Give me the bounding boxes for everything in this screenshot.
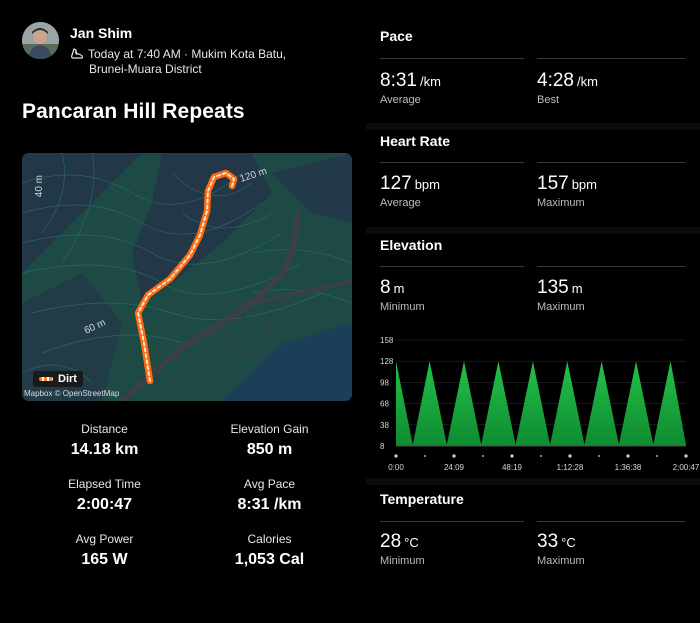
x-tick-label: 48:19 [502,463,523,472]
elevation-area [396,361,686,446]
map-legend-label: Dirt [58,373,77,385]
map-legend: Dirt [33,371,83,387]
pace-average: 8:31/km Average [380,70,441,106]
stat-calories: Calories 1,053 Cal [187,532,352,569]
pace-best: 4:28/km Best [537,70,598,106]
x-minor-dot [423,454,427,458]
activity-title: Pancaran Hill Repeats [22,100,245,123]
stat-label: Calories [247,532,292,546]
temperature-panel: Temperature 28 °C Minimum 33 °C Maximum [366,485,700,573]
y-tick-label: 38 [380,421,389,430]
stat-value: 165 W [81,551,128,568]
stat-label: Avg Pace [243,477,296,491]
x-minor-dot [597,454,601,458]
activity-region: Brunei-Muara District [89,62,202,76]
y-tick-label: 8 [380,442,385,451]
activity-summary: Jan Shim Today at 7:40 AM · Mukim Kota B… [22,22,352,569]
x-minor-dot [539,454,543,458]
shoe-icon [70,46,84,60]
stat-avg-power: Avg Power 165 W [22,532,187,569]
stat-elevation-gain: Elevation Gain 850 m [187,422,352,459]
route-map[interactable]: 40 m 120 m 60 m Dirt Mapbox © OpenStreet… [22,153,352,401]
heart-rate-average: 127 bpm Average [380,173,440,209]
temperature-maximum: 33 °C Maximum [537,531,585,567]
elevation-maximum: 135 m Maximum [537,277,585,313]
contour-label: 40 m [34,175,45,197]
x-tick-dot [626,454,630,458]
activity-meta: Today at 7:40 AM · Mukim Kota Batu, Brun… [70,46,286,77]
x-minor-dot [481,454,485,458]
x-tick-dot [510,454,514,458]
stat-label: Distance [81,422,128,436]
x-minor-dot [655,454,659,458]
stat-value: 850 m [246,441,293,458]
x-tick-dot [394,454,398,458]
x-tick-dot [684,454,688,458]
map-attribution[interactable]: Mapbox © OpenStreetMap [24,389,120,398]
temperature-minimum: 28 °C Minimum [380,531,425,567]
stat-value: 8:31 /km [237,496,302,513]
user-name[interactable]: Jan Shim [70,25,133,41]
x-tick-label: 2:00:47 [673,463,700,472]
heart-rate-panel: Heart Rate 127 bpm Average 157 bpm Maximum [366,130,700,227]
x-tick-label: 24:09 [444,463,465,472]
stat-value: 2:00:47 [76,496,133,513]
y-tick-label: 68 [380,400,389,409]
stat-distance: Distance 14.18 km [22,422,187,459]
x-tick-label: 1:12:28 [557,463,584,472]
x-tick-label: 1:36:38 [615,463,642,472]
avatar[interactable] [22,22,59,59]
y-tick-label: 98 [380,378,389,387]
heart-rate-title: Heart Rate [380,133,451,149]
stat-value: 1,053 Cal [234,551,305,568]
pace-title: Pace [380,28,413,44]
stat-label: Elevation Gain [230,422,309,436]
metrics-column: Pace 8:31/km Average 4:28/km Best Heart … [366,22,700,573]
x-tick-dot [452,454,456,458]
stat-label: Avg Power [75,532,134,546]
elevation-chart[interactable]: 158 128 98 68 38 8 0:00 24:09 48:19 1:12:28 1:36:3… [366,330,700,476]
map-canvas: 40 m 120 m 60 m [22,153,352,401]
x-tick-label: 0:00 [388,463,404,472]
y-tick-label: 158 [380,336,394,345]
temperature-title: Temperature [380,491,464,507]
stat-elapsed-time: Elapsed Time 2:00:47 [22,477,187,514]
y-tick-label: 128 [380,357,394,366]
dirt-trail-swatch [39,377,53,381]
stat-label: Elapsed Time [68,477,141,491]
elevation-title: Elevation [380,237,443,253]
x-tick-dot [568,454,572,458]
stat-value: 14.18 km [70,441,139,458]
heart-rate-maximum: 157 bpm Maximum [537,173,597,209]
pace-panel: Pace 8:31/km Average 4:28/km Best [366,22,700,123]
stat-avg-pace: Avg Pace 8:31 /km [187,477,352,514]
activity-datetime-location: Today at 7:40 AM · Mukim Kota Batu, [88,47,287,61]
